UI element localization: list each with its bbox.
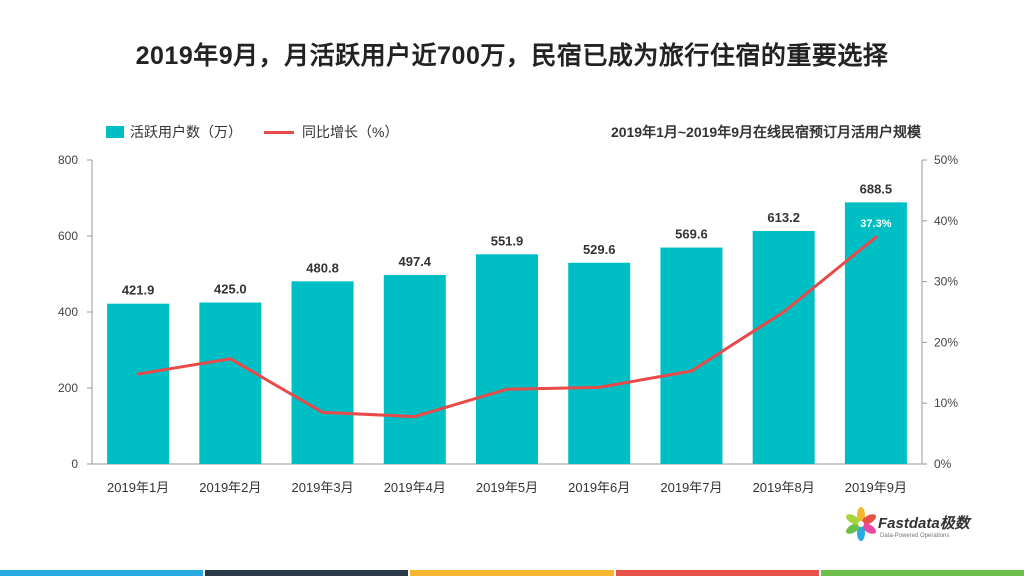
legend-swatch-bar [106,126,124,138]
x-tick-label: 2019年6月 [568,480,630,495]
x-tick-label: 2019年5月 [476,480,538,495]
line-point [228,357,232,361]
bar [568,262,631,464]
x-tick-label: 2019年4月 [384,480,446,495]
bar-value-label: 613.2 [767,210,800,225]
bar [476,254,538,464]
line-point [321,410,325,414]
line-point [782,310,786,314]
bar-value-label: 551.9 [491,233,524,248]
legend-item-bar: 活跃用户数（万） [106,122,242,142]
logo-name: Fastdata极数 [878,515,970,532]
y-left-tick-label: 200 [58,381,78,395]
x-tick-label: 2019年7月 [660,480,722,495]
line-point [413,415,417,419]
chart-subtitle: 2019年1月~2019年9月在线民宿预订月活用户规模 [610,124,921,140]
line-point [689,369,693,373]
line-point [874,235,878,239]
y-right-tick-label: 0% [934,457,952,471]
y-right-tick-label: 50% [934,153,958,167]
bar [291,281,354,464]
y-left-tick-label: 0 [71,457,78,471]
y-left-tick-label: 400 [58,305,78,319]
legend-label-line: 同比增长（%） [302,124,399,140]
bar-value-label: 497.4 [399,254,432,269]
bar-value-label: 421.9 [122,283,155,298]
bar [844,202,907,464]
bar-value-label: 569.6 [675,227,708,242]
y-left-tick-label: 600 [58,229,78,243]
bar-value-label: 425.0 [214,282,247,297]
bar-value-label: 688.5 [860,181,893,196]
x-tick-label: 2019年3月 [291,480,353,495]
bar [752,230,815,464]
footer-segment [205,570,409,576]
bar [660,247,723,464]
bar-value-label: 529.6 [583,242,616,257]
line-point-label: 37.3% [860,218,891,230]
logo-tagline: Data-Powered Operations [880,533,950,539]
footer-segment [615,570,819,576]
legend-item-line: 同比增长（%） [264,122,398,142]
legend-swatch-line [264,130,294,134]
chart-legend: 活跃用户数（万） 同比增长（%） [106,122,420,142]
x-tick-label: 2019年9月 [845,480,907,495]
footer-color-bar [0,570,1024,576]
brand-logo: Fastdata极数 Data-Powered Operations [845,506,996,550]
bar [199,302,262,464]
x-tick-label: 2019年2月 [199,480,261,495]
bar [107,303,170,464]
y-right-tick-label: 10% [934,396,958,410]
page-title: 2019年9月，月活跃用户近700万，民宿已成为旅行住宿的重要选择 [135,42,889,70]
x-tick-label: 2019年1月 [107,480,169,495]
pinwheel-logo-icon [845,507,877,541]
footer-segment [820,570,1024,576]
y-right-tick-label: 30% [934,275,958,289]
footer-segment [0,570,204,576]
y-left-tick-label: 800 [58,153,78,167]
line-point [597,385,601,389]
y-right-tick-label: 40% [934,214,958,228]
line-point [505,387,509,391]
bar [383,274,446,464]
y-right-tick-label: 20% [934,335,958,349]
line-point [136,372,140,376]
footer-segment [410,570,614,576]
legend-label-bar: 活跃用户数（万） [130,124,242,140]
bar-value-label: 480.8 [306,260,339,275]
x-tick-label: 2019年8月 [753,480,815,495]
